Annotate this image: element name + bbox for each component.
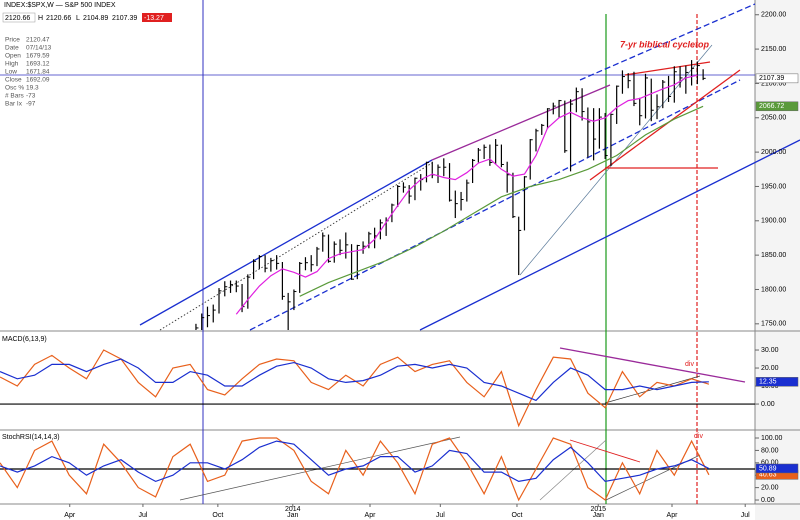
info-value: -73 [26, 93, 36, 100]
info-value: 07/14/13 [26, 45, 52, 52]
info-value: 1671.84 [26, 69, 50, 76]
quote-label: H [38, 15, 43, 22]
info-label: Close [5, 77, 22, 84]
last-value-label: 12.35 [759, 379, 777, 386]
info-label: Low [5, 69, 17, 76]
moving-average [299, 105, 704, 297]
info-label: Date [5, 45, 19, 52]
x-tick-label: Jan [593, 512, 604, 519]
y-tick-label: 20.00 [761, 484, 779, 491]
x-tick-label: Jul [138, 512, 147, 519]
x-tick-label: Apr [365, 512, 377, 519]
quote-box [2, 12, 36, 23]
x-tick-label: Jan [287, 512, 298, 519]
indicator-line [0, 440, 710, 483]
plot-area [195, 60, 706, 330]
x-tick-label: Oct [512, 512, 523, 519]
divergence-line [604, 375, 701, 404]
y-tick-label: 100.00 [761, 435, 783, 442]
y-tick-label: 0.00 [761, 401, 775, 408]
y-tick-label: 0.00 [761, 497, 775, 504]
year-label: 2015 [590, 506, 606, 513]
y-tick-label: 2000.00 [761, 149, 786, 156]
y-tick-label: 1950.00 [761, 183, 786, 190]
price-axis-area [755, 0, 800, 520]
divergence-line [559, 347, 746, 383]
last-value-box [755, 377, 799, 387]
moving-average [235, 74, 698, 315]
last-value-box [755, 101, 799, 112]
y-tick-label: 2100.00 [761, 80, 786, 87]
wedge-line [589, 69, 741, 181]
info-label: Open [5, 53, 21, 60]
last-value-label: 40.63 [759, 472, 777, 479]
quote-low: 2104.89 [83, 15, 108, 22]
indicator-line [0, 437, 710, 502]
last-value-box [755, 463, 799, 474]
annotation: div [685, 361, 694, 368]
y-tick-label: 20.00 [761, 365, 779, 372]
y-tick-label: 30.00 [761, 347, 779, 354]
x-tick-label: Jul [436, 512, 445, 519]
y-tick-label: 2050.00 [761, 115, 786, 122]
last-value-label: 50.89 [759, 465, 777, 472]
x-tick-label: Oct [212, 512, 223, 519]
channel-line [249, 79, 741, 331]
info-value: 1692.09 [26, 77, 50, 84]
indicator-line [0, 349, 710, 428]
plot-area [0, 349, 710, 428]
info-value: 1693.12 [26, 61, 50, 68]
info-value: 2120.47 [26, 37, 50, 44]
y-tick-label: 1750.00 [761, 321, 786, 328]
last-value-label: 2107.39 [759, 75, 784, 82]
info-panel: Price 2120.47 Date 07/14/13 Open 1679.59 Hi… [5, 37, 52, 108]
info-label: Osc % [5, 85, 24, 92]
channel-line [431, 84, 611, 161]
last-value-label: 2066.72 [759, 103, 784, 110]
quote-change: -13.27 [144, 15, 164, 22]
info-value: -97 [26, 101, 36, 108]
trendlines [0, 0, 800, 504]
annotation: 7-yr biblical cycletop [620, 39, 710, 49]
y-tick-label: 80.00 [761, 447, 779, 454]
info-label: # Bars [5, 93, 25, 100]
channel-line [579, 3, 756, 81]
info-label: High [5, 61, 19, 68]
channel-line [419, 139, 800, 331]
y-tick-label: 2200.00 [761, 12, 786, 19]
y-tick-label: 1850.00 [761, 252, 786, 259]
quote-close: 2107.39 [112, 15, 137, 22]
channel-line [159, 162, 433, 331]
y-tick-label: 1800.00 [761, 286, 786, 293]
divergence-line [539, 439, 607, 501]
symbol-title: INDEX:$SPX,W — S&P 500 INDEX [4, 2, 116, 9]
quote-open: 2120.66 [5, 15, 30, 22]
x-tick-label: Apr [667, 512, 679, 519]
quote-label: L [76, 15, 80, 22]
y-tick-label: 2150.00 [761, 46, 786, 53]
info-value: 1679.59 [26, 53, 50, 60]
info-value: 19.3 [26, 85, 39, 92]
panel-title: StochRSI(14,14,3) [2, 434, 60, 441]
indicator-line [0, 358, 709, 402]
info-label: Price [5, 37, 20, 44]
divergence-line [569, 439, 641, 463]
x-tick-label: Jul [741, 512, 750, 519]
annotation: div [694, 433, 703, 440]
quote-high: 2120.66 [46, 15, 71, 22]
y-tick-label: 1900.00 [761, 218, 786, 225]
year-label: 2014 [285, 506, 301, 513]
wedge-line [624, 61, 711, 76]
y-tick-label: 60.00 [761, 460, 779, 467]
quote-change-box [142, 13, 172, 22]
channel-line [139, 159, 433, 326]
panel-title: MACD(6,13,9) [2, 336, 47, 343]
x-tick-label: Apr [64, 512, 76, 519]
plot-area [0, 437, 710, 502]
info-label: Bar Ix [5, 101, 23, 108]
last-value-box [755, 73, 799, 84]
